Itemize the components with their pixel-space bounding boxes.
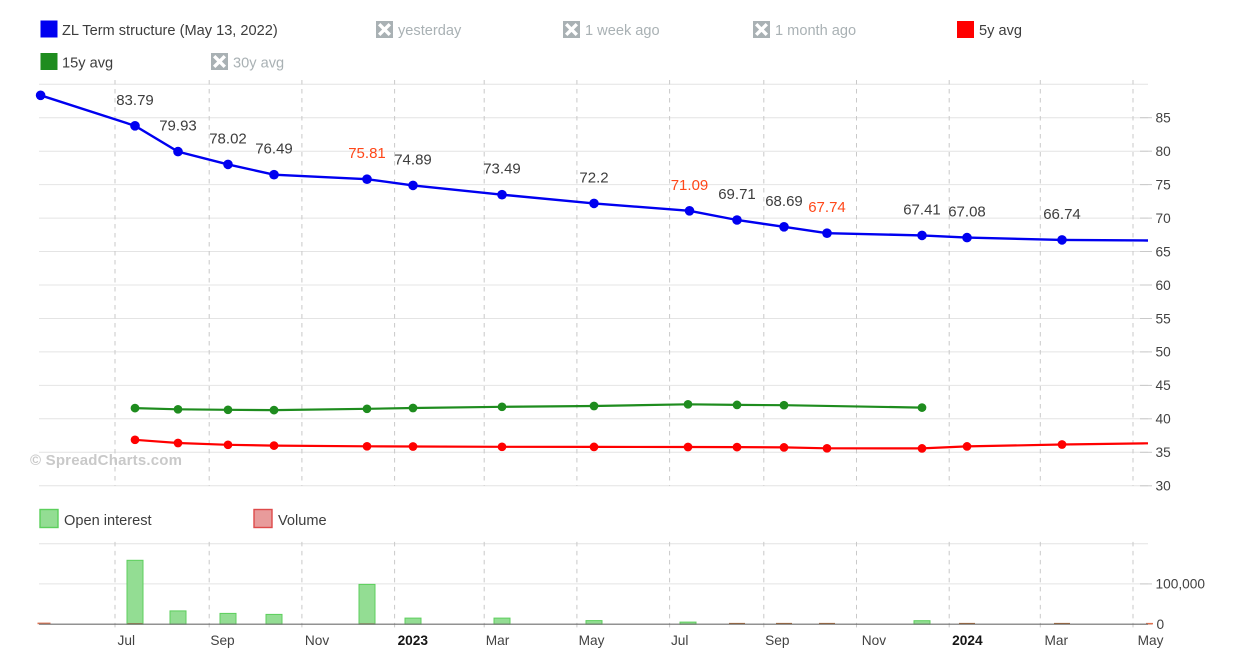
svg-text:68.69: 68.69 — [765, 193, 803, 210]
svg-text:60: 60 — [1156, 278, 1172, 293]
svg-text:5y avg: 5y avg — [979, 23, 1022, 39]
svg-text:2024: 2024 — [952, 633, 983, 648]
svg-text:yesterday: yesterday — [398, 23, 462, 39]
svg-text:Volume: Volume — [278, 513, 327, 529]
svg-text:35: 35 — [1156, 445, 1172, 460]
svg-text:75: 75 — [1156, 177, 1172, 192]
svg-text:Sep: Sep — [210, 633, 235, 648]
svg-text:Jul: Jul — [118, 633, 136, 648]
svg-text:67.74: 67.74 — [808, 199, 846, 216]
svg-text:Nov: Nov — [305, 633, 329, 648]
svg-text:75.81: 75.81 — [348, 145, 386, 162]
svg-text:30y avg: 30y avg — [233, 55, 284, 71]
svg-text:73.49: 73.49 — [483, 161, 521, 178]
svg-text:May: May — [579, 633, 605, 648]
svg-text:0: 0 — [1157, 617, 1165, 632]
svg-text:79.93: 79.93 — [159, 118, 197, 135]
svg-text:Jul: Jul — [671, 633, 689, 648]
svg-text:2023: 2023 — [398, 633, 429, 648]
svg-text:85: 85 — [1156, 111, 1172, 126]
svg-text:55: 55 — [1156, 311, 1172, 326]
svg-text:May: May — [1138, 633, 1164, 648]
svg-text:Open interest: Open interest — [64, 513, 152, 529]
svg-text:80: 80 — [1156, 144, 1172, 159]
svg-text:ZL Term structure (May 13, 202: ZL Term structure (May 13, 2022) — [62, 23, 278, 39]
svg-text:Mar: Mar — [1045, 633, 1069, 648]
svg-text:65: 65 — [1156, 244, 1172, 259]
svg-text:Nov: Nov — [862, 633, 886, 648]
svg-text:100,000: 100,000 — [1156, 577, 1206, 592]
svg-text:83.79: 83.79 — [116, 92, 154, 109]
svg-text:69.71: 69.71 — [718, 186, 756, 203]
svg-text:50: 50 — [1156, 345, 1172, 360]
svg-text:© SpreadCharts.com: © SpreadCharts.com — [30, 452, 182, 469]
svg-text:1 week ago: 1 week ago — [585, 23, 660, 39]
svg-text:66.74: 66.74 — [1043, 206, 1081, 223]
svg-text:70: 70 — [1156, 211, 1172, 226]
svg-text:76.49: 76.49 — [255, 141, 293, 158]
svg-text:71.09: 71.09 — [671, 177, 709, 194]
svg-text:30: 30 — [1156, 479, 1172, 494]
svg-text:67.41: 67.41 — [903, 201, 941, 218]
svg-text:40: 40 — [1156, 412, 1172, 427]
svg-text:67.08: 67.08 — [948, 204, 986, 221]
svg-text:1 month ago: 1 month ago — [775, 23, 856, 39]
svg-text:45: 45 — [1156, 378, 1172, 393]
svg-text:78.02: 78.02 — [209, 130, 247, 147]
svg-text:Mar: Mar — [486, 633, 510, 648]
svg-text:Sep: Sep — [765, 633, 790, 648]
svg-text:72.2: 72.2 — [579, 169, 608, 186]
svg-text:15y avg: 15y avg — [62, 55, 113, 71]
svg-text:74.89: 74.89 — [394, 151, 432, 168]
